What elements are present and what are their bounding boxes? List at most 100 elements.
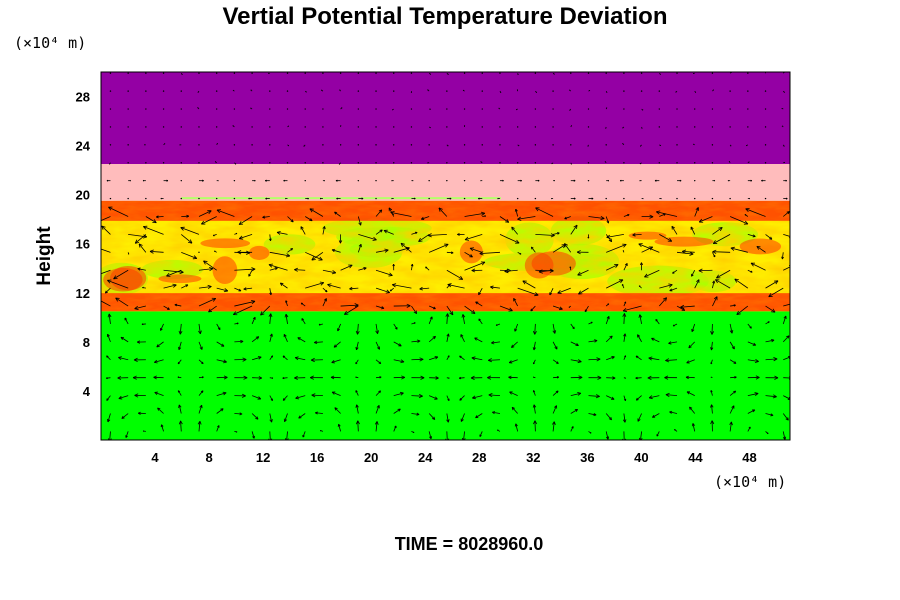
vector-arrow	[375, 162, 377, 164]
vector-arrow	[198, 126, 200, 128]
vector-arrow	[251, 126, 253, 128]
vector-arrow	[264, 179, 270, 182]
vector-arrow	[533, 420, 538, 432]
vector-arrow	[410, 72, 413, 74]
vector-arrow	[105, 377, 111, 380]
vector-arrow	[297, 337, 306, 343]
vector-arrow	[605, 413, 612, 421]
vector-arrow	[305, 216, 313, 222]
vector-arrow	[658, 162, 661, 164]
vector-arrow	[604, 161, 607, 164]
x-tick-label: 40	[634, 450, 648, 465]
vector-arrow	[641, 126, 643, 129]
vector-arrow	[552, 126, 554, 128]
vector-arrow	[782, 413, 789, 421]
vector-arrow	[729, 359, 737, 364]
vector-arrow	[765, 357, 778, 362]
vector-arrow	[322, 72, 324, 74]
vector-arrow	[464, 234, 483, 241]
vector-arrow	[276, 231, 288, 235]
vector-arrow	[428, 179, 430, 182]
vector-arrow	[463, 162, 466, 164]
vector-arrow	[712, 252, 716, 258]
vector-arrow	[587, 126, 590, 128]
vector-arrow	[729, 108, 731, 110]
vector-arrow	[393, 425, 397, 432]
vector-arrow	[305, 197, 309, 200]
vector-arrow	[446, 72, 449, 76]
vector-arrow	[495, 323, 501, 326]
vector-arrow	[311, 251, 324, 261]
vector-arrow	[181, 234, 193, 244]
vector-arrow	[287, 216, 294, 223]
vector-arrow	[438, 207, 448, 217]
vector-arrow	[322, 180, 325, 182]
y-axis-unit: (×10⁴ m)	[14, 34, 86, 52]
vector-arrow	[375, 376, 382, 379]
vector-arrow	[349, 286, 359, 291]
vector-arrow	[499, 216, 510, 223]
vector-arrow	[729, 144, 732, 147]
vector-arrow	[411, 431, 415, 434]
vector-arrow	[157, 407, 164, 414]
y-tick-label: 8	[83, 335, 90, 350]
vector-arrow	[497, 197, 500, 200]
vector-arrow	[106, 179, 111, 182]
vector-arrow	[747, 426, 751, 432]
vector-arrow	[428, 431, 433, 440]
vector-arrow	[462, 89, 465, 92]
vector-arrow	[393, 162, 395, 164]
vector-arrow	[569, 108, 572, 111]
vector-arrow	[269, 267, 278, 271]
vector-arrow	[298, 413, 306, 419]
vector-arrow	[334, 407, 341, 414]
vector-arrow	[310, 357, 323, 363]
vector-arrow	[250, 89, 253, 92]
vector-arrow	[605, 216, 610, 224]
vector-arrow	[339, 144, 342, 146]
vector-arrow	[710, 376, 713, 379]
x-tick-label: 32	[526, 450, 540, 465]
heatmap-layer-3	[101, 72, 790, 164]
vector-arrow	[250, 107, 253, 110]
vector-arrow	[676, 144, 678, 146]
vector-arrow	[198, 251, 200, 254]
vector-arrow	[509, 391, 518, 396]
vector-arrow	[698, 216, 713, 223]
vector-arrow	[637, 334, 642, 343]
vector-arrow	[282, 395, 288, 401]
vector-arrow	[115, 297, 129, 307]
vector-arrow	[269, 162, 271, 164]
vector-arrow	[694, 108, 696, 110]
vector-arrow	[470, 375, 483, 380]
vector-arrow	[552, 421, 556, 432]
vector-arrow	[375, 405, 380, 414]
vector-arrow	[461, 314, 466, 325]
vector-arrow	[104, 287, 111, 294]
vector-arrow	[635, 376, 642, 380]
vector-arrow	[216, 287, 229, 293]
vector-arrow	[570, 341, 579, 347]
vector-arrow	[764, 144, 767, 146]
vector-arrow	[287, 248, 293, 253]
time-label: TIME = 8028960.0	[395, 534, 544, 554]
vector-arrow	[764, 197, 767, 200]
vector-arrow	[479, 251, 500, 256]
vector-arrow	[623, 90, 625, 92]
vector-arrow	[552, 405, 558, 414]
heatmap-layers	[101, 72, 790, 440]
vector-arrow	[389, 287, 394, 292]
vector-arrow	[605, 316, 610, 325]
vector-arrow	[153, 375, 164, 380]
vector-arrow	[198, 162, 200, 164]
vector-arrow	[234, 375, 248, 380]
vector-arrow	[284, 313, 289, 325]
x-tick-label: 4	[151, 450, 159, 465]
vector-arrow	[286, 162, 289, 164]
vector-arrow	[216, 142, 218, 146]
vector-arrow	[622, 250, 625, 253]
vector-arrow	[411, 357, 424, 362]
vector-arrow	[428, 243, 449, 253]
vector-arrow	[252, 179, 256, 182]
vector-arrow	[729, 197, 731, 200]
